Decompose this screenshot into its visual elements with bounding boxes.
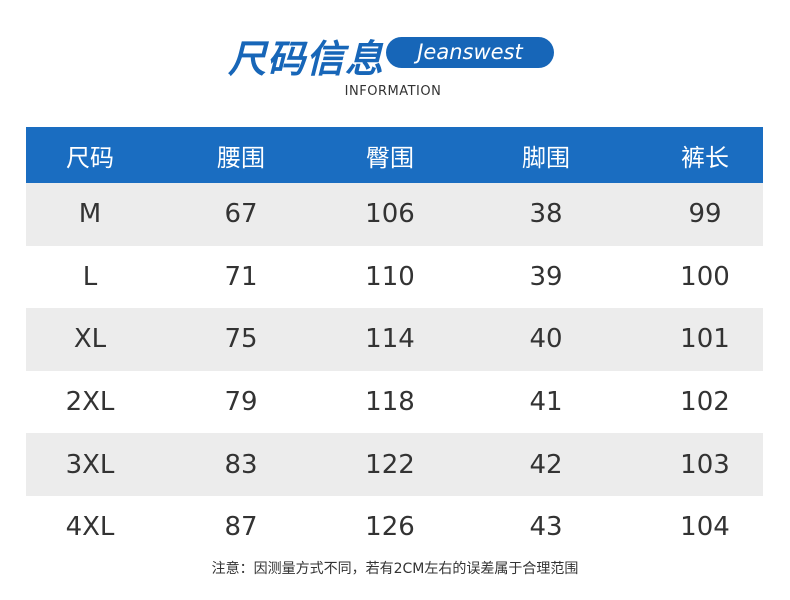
table-cell: 43 <box>529 512 563 543</box>
table-cell: 110 <box>365 261 415 292</box>
table-cell: 118 <box>365 387 415 418</box>
table-cell: L <box>82 261 98 292</box>
table-cell: 71 <box>224 261 258 292</box>
table-cell: 42 <box>529 449 563 480</box>
table-cell: 67 <box>224 199 258 230</box>
table-cell: M <box>78 199 102 230</box>
column-header: 脚围 <box>522 143 570 172</box>
table-cell: 4XL <box>65 512 115 543</box>
table-cell: 103 <box>680 449 730 480</box>
subtitle: INFORMATION <box>344 84 442 99</box>
table-cell: 38 <box>529 199 563 230</box>
table-cell: 99 <box>688 199 722 230</box>
table-cell: 2XL <box>65 387 115 418</box>
table-cell: 79 <box>224 387 258 418</box>
table-cell: 39 <box>529 261 563 292</box>
table-cell: 101 <box>680 324 730 355</box>
brand-badge: Jeanswest <box>386 37 554 68</box>
table-row: 2XL 79 118 41 102 <box>26 371 763 434</box>
table-cell: 75 <box>224 324 258 355</box>
size-table: 尺码 腰围 臀围 脚围 裤长 M 67 106 38 99 L 71 110 39 100 XL 75 114 40… <box>26 127 763 559</box>
table-row: 4XL 87 126 43 104 <box>26 496 763 559</box>
column-header: 臀围 <box>366 143 414 172</box>
note: 注意：因测量方式不同，若有2CM左右的误差属于合理范围 <box>211 561 579 577</box>
table-cell: 122 <box>365 449 415 480</box>
table-cell: 106 <box>365 199 415 230</box>
column-header: 裤长 <box>681 143 729 172</box>
header-row: 尺码 腰围 臀围 脚围 裤长 <box>26 127 763 183</box>
table-row: L 71 110 39 100 <box>26 246 763 309</box>
table-cell: 114 <box>365 324 415 355</box>
table-cell: 3XL <box>65 449 115 480</box>
table-row: XL 75 114 40 101 <box>26 308 763 371</box>
column-header: 腰围 <box>217 143 265 172</box>
table-cell: 100 <box>680 261 730 292</box>
table-cell: 87 <box>224 512 258 543</box>
table-cell: 41 <box>529 387 563 418</box>
table-cell: 102 <box>680 387 730 418</box>
table-row: M 67 106 38 99 <box>26 183 763 246</box>
table-cell: XL <box>73 324 107 355</box>
table-cell: 104 <box>680 512 730 543</box>
table-cell: 126 <box>365 512 415 543</box>
table-cell: 83 <box>224 449 258 480</box>
table-cell: 40 <box>529 324 563 355</box>
table-row: 3XL 83 122 42 103 <box>26 433 763 496</box>
column-header: 尺码 <box>66 143 114 172</box>
title: 尺码信息 <box>228 37 385 81</box>
